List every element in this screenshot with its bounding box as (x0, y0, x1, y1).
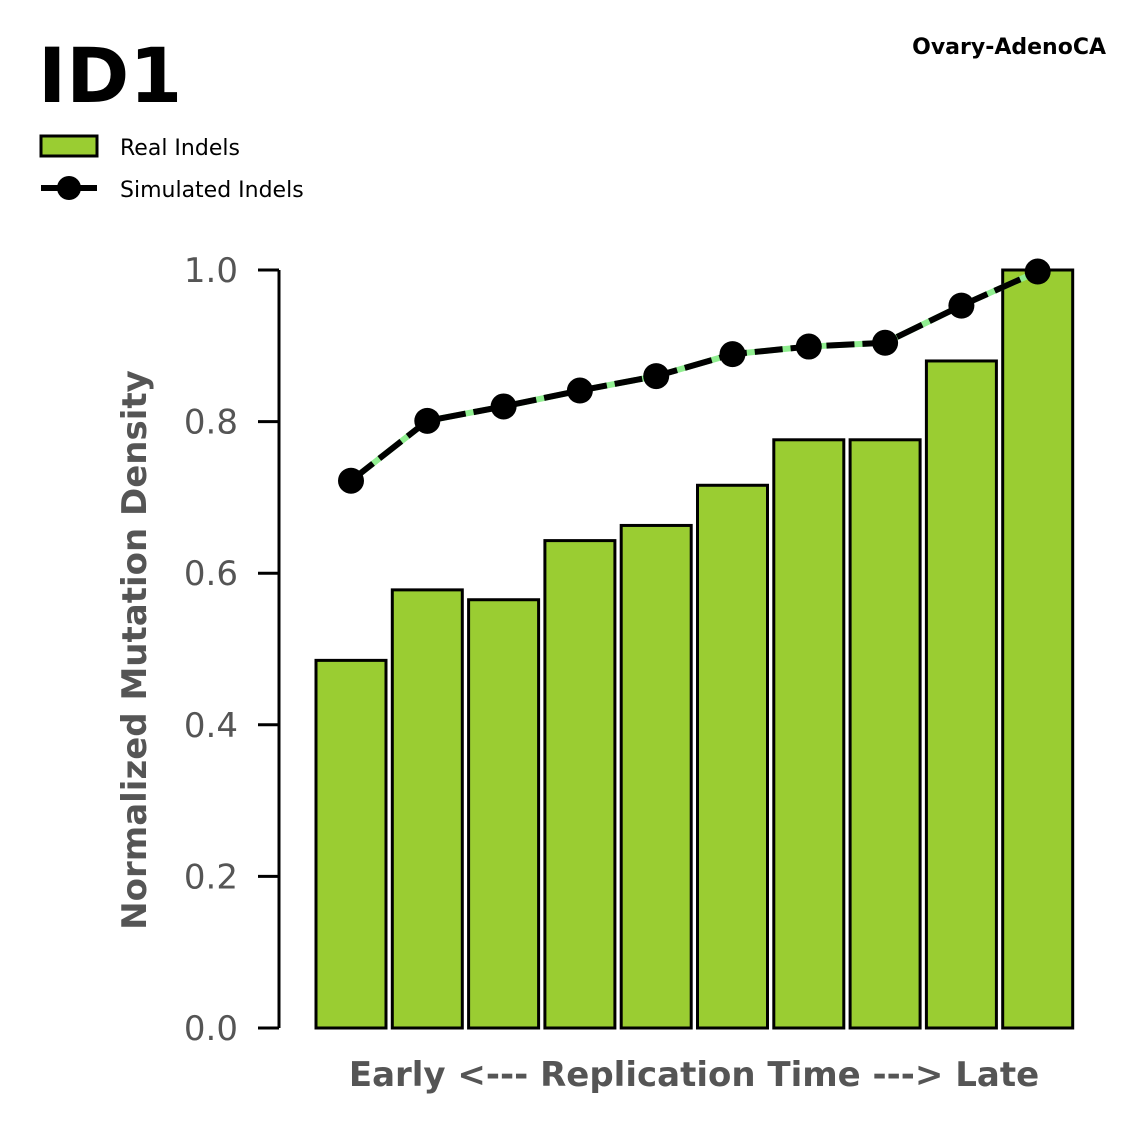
legend-label-simulated-indels: Simulated Indels (120, 178, 304, 203)
y-ticks: 0.0 0.2 0.4 0.6 0.8 1.0 (184, 251, 279, 1049)
simulated-point (643, 363, 670, 390)
legend-marker-simulated (57, 176, 81, 200)
simulated-point (338, 467, 364, 494)
legend: Real Indels Simulated Indels (39, 134, 304, 203)
bar-real-indels (467, 598, 541, 1030)
y-tick-label: 0.4 (184, 706, 238, 746)
x-axis-label: Early <--- Replication Time ---> Late (349, 1055, 1039, 1095)
simulated-point (872, 329, 899, 356)
y-tick-label: 0.2 (184, 857, 238, 897)
legend-label-real-indels: Real Indels (120, 136, 240, 161)
simulated-line (338, 258, 1051, 494)
bar-real-indels (772, 438, 846, 1030)
legend-swatch-real-indels (39, 134, 99, 158)
simulated-point (566, 377, 593, 404)
bar-real-indels (543, 539, 617, 1030)
bar-real-indels (848, 438, 922, 1030)
simulated-point (719, 341, 746, 368)
y-tick-label: 0.0 (184, 1009, 238, 1049)
bar-real-indels (314, 658, 388, 1030)
simulated-point (948, 292, 975, 319)
simulated-point (414, 407, 441, 434)
y-tick-label: 0.8 (184, 403, 238, 443)
simulated-point (490, 393, 517, 420)
y-tick-label: 1.0 (184, 251, 238, 291)
chart-title: ID1 (38, 31, 182, 120)
bars (314, 268, 1075, 1030)
bar-real-indels (924, 359, 998, 1030)
bar-real-indels (619, 523, 693, 1030)
simulated-point (1024, 258, 1051, 285)
simulated-point (795, 333, 822, 360)
y-axis-label: Normalized Mutation Density (115, 370, 155, 930)
y-tick-label: 0.6 (184, 554, 238, 594)
chart-subtitle: Ovary-AdenoCA (912, 35, 1106, 60)
bar-real-indels (1001, 268, 1075, 1030)
simulated-line-path (349, 268, 1039, 484)
bar-real-indels (390, 588, 464, 1030)
bar-real-indels (696, 483, 769, 1030)
